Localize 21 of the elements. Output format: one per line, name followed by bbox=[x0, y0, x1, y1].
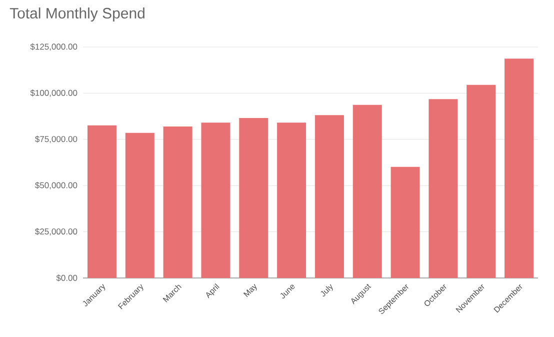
y-tick-label: $125,000.00 bbox=[30, 43, 78, 51]
y-tick-label: $0.00 bbox=[56, 274, 78, 282]
y-tick-label: $75,000.00 bbox=[35, 136, 78, 144]
bar bbox=[201, 122, 230, 278]
bar bbox=[504, 58, 534, 278]
bar bbox=[125, 132, 154, 278]
y-tick-label: $50,000.00 bbox=[35, 182, 78, 190]
bar bbox=[87, 125, 116, 278]
bar bbox=[390, 166, 420, 278]
x-tick-label: July bbox=[320, 284, 333, 296]
y-tick-label: $100,000.00 bbox=[30, 90, 78, 97]
bar bbox=[314, 115, 344, 278]
bar bbox=[163, 126, 192, 278]
bar bbox=[239, 118, 268, 278]
bar bbox=[428, 99, 458, 278]
bar bbox=[352, 104, 382, 278]
chart-title: Total Monthly Spend bbox=[10, 8, 144, 22]
bar bbox=[466, 84, 496, 278]
y-tick-label: $25,000.00 bbox=[35, 228, 78, 236]
bar bbox=[277, 122, 306, 278]
x-tick-label: May bbox=[243, 284, 257, 298]
